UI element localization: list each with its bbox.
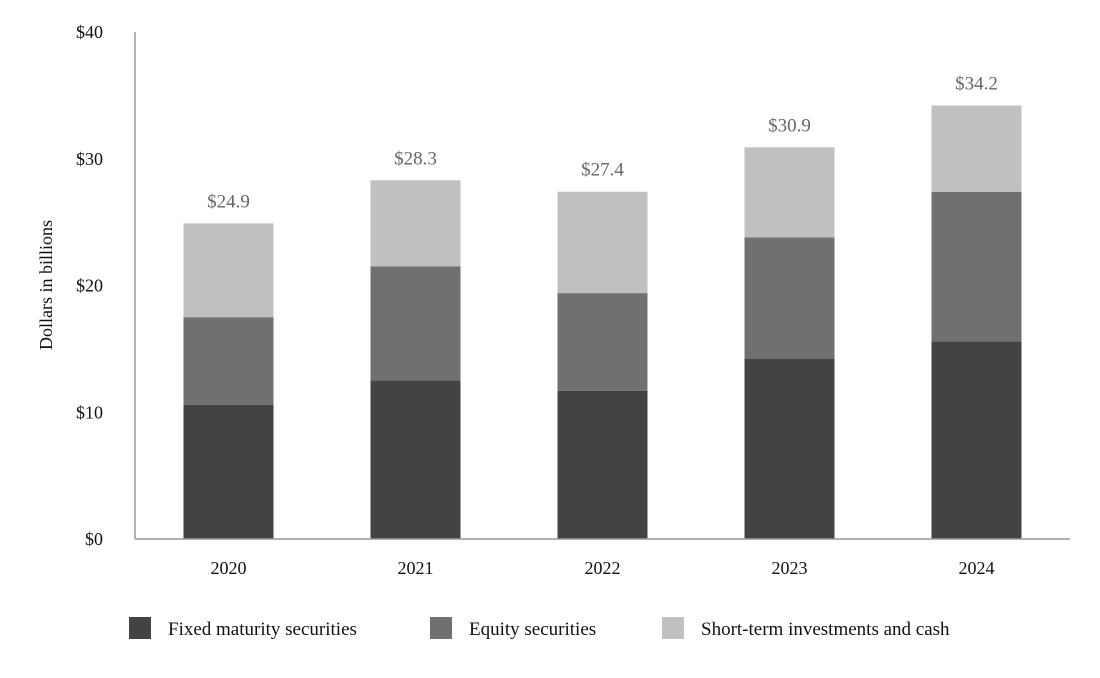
bar-segment-2022-1 — [557, 293, 648, 391]
bar-total-label: $34.2 — [955, 74, 998, 95]
legend-item: Short-term investments and cash — [662, 617, 950, 640]
bar-segment-2023-1 — [744, 237, 835, 360]
bar-segment-2024-2 — [931, 105, 1022, 192]
legend: Fixed maturity securities Equity securiti… — [129, 617, 950, 640]
legend-swatch — [129, 617, 151, 639]
bar-segment-2020-1 — [183, 317, 274, 405]
bar-segment-2023-0 — [744, 359, 835, 539]
x-tick-label: 2022 — [585, 558, 621, 578]
x-tick-label: 2021 — [398, 558, 434, 578]
x-tick-label: 2023 — [772, 558, 808, 578]
bar-total-label: $24.9 — [207, 191, 250, 212]
x-tick-label: 2020 — [211, 558, 247, 578]
bar-segment-2021-0 — [370, 380, 461, 539]
bar-segment-2022-2 — [557, 191, 648, 294]
bar-total-label: $30.9 — [768, 115, 811, 136]
bar-total-label: $28.3 — [394, 148, 437, 169]
bar-total-label: $27.4 — [581, 160, 624, 181]
legend-label: Equity securities — [469, 619, 596, 640]
bar-segment-2022-0 — [557, 390, 648, 539]
x-axis-ticks: 2020 2021 2022 2023 2024 — [211, 558, 995, 578]
bar-segment-2020-0 — [183, 404, 274, 539]
x-tick-label: 2024 — [959, 558, 995, 578]
bars — [183, 105, 1022, 539]
y-tick-label: $20 — [76, 276, 103, 296]
bar-segment-2023-2 — [744, 147, 835, 238]
bar-segment-2024-0 — [931, 341, 1022, 539]
y-tick-label: $30 — [76, 149, 103, 169]
y-tick-label: $40 — [76, 22, 103, 42]
legend-item: Equity securities — [430, 617, 596, 640]
y-axis-ticks: $0 $10 $20 $30 $40 — [76, 22, 103, 549]
legend-swatch — [430, 617, 452, 639]
legend-label: Fixed maturity securities — [168, 619, 357, 640]
bar-total-labels: $24.9 $28.3 $27.4 $30.9 $34.2 — [207, 74, 998, 213]
legend-item: Fixed maturity securities — [129, 617, 357, 640]
y-axis-title: Dollars in billions — [36, 220, 56, 350]
legend-swatch — [662, 617, 684, 639]
bar-segment-2021-1 — [370, 266, 461, 381]
bar-segment-2020-2 — [183, 223, 274, 318]
legend-label: Short-term investments and cash — [701, 619, 950, 640]
bar-segment-2021-2 — [370, 180, 461, 267]
y-tick-label: $10 — [76, 402, 103, 422]
bar-segment-2024-1 — [931, 191, 1022, 342]
y-axis-title-group: Dollars in billions — [36, 220, 56, 350]
y-tick-label: $0 — [85, 529, 103, 549]
